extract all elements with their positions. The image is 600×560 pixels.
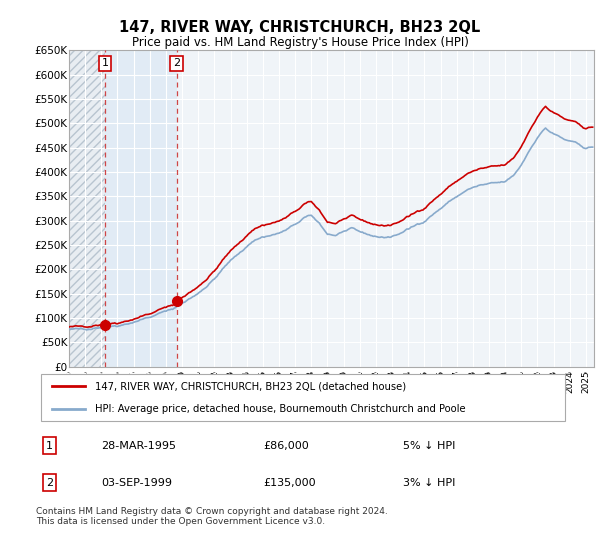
Text: 2020: 2020 xyxy=(500,370,509,393)
Text: 2021: 2021 xyxy=(517,370,526,393)
Text: 2016: 2016 xyxy=(436,370,445,393)
Bar xyxy=(69,50,105,367)
Text: 2010: 2010 xyxy=(339,370,348,393)
Text: 2007: 2007 xyxy=(290,370,299,393)
Text: Price paid vs. HM Land Registry's House Price Index (HPI): Price paid vs. HM Land Registry's House … xyxy=(131,36,469,49)
Text: 5% ↓ HPI: 5% ↓ HPI xyxy=(403,441,455,451)
Text: £86,000: £86,000 xyxy=(263,441,308,451)
Text: 2013: 2013 xyxy=(388,370,397,393)
Text: 1996: 1996 xyxy=(113,370,122,393)
Text: 1995: 1995 xyxy=(97,370,106,393)
Text: 03-SEP-1999: 03-SEP-1999 xyxy=(101,478,172,488)
Text: 2023: 2023 xyxy=(549,370,558,393)
FancyBboxPatch shape xyxy=(41,375,565,421)
Text: 2009: 2009 xyxy=(323,370,332,393)
Text: 1993: 1993 xyxy=(64,370,73,393)
Text: 2015: 2015 xyxy=(420,370,429,393)
Text: 28-MAR-1995: 28-MAR-1995 xyxy=(101,441,176,451)
Text: 1997: 1997 xyxy=(129,370,138,393)
Text: 2011: 2011 xyxy=(355,370,364,393)
Text: 2: 2 xyxy=(46,478,53,488)
Text: 2017: 2017 xyxy=(452,370,461,393)
Text: 2022: 2022 xyxy=(533,370,542,393)
Text: 2000: 2000 xyxy=(178,370,187,393)
Text: 147, RIVER WAY, CHRISTCHURCH, BH23 2QL (detached house): 147, RIVER WAY, CHRISTCHURCH, BH23 2QL (… xyxy=(95,381,407,391)
Text: 1994: 1994 xyxy=(80,370,89,393)
Text: 2004: 2004 xyxy=(242,370,251,393)
Text: 147, RIVER WAY, CHRISTCHURCH, BH23 2QL: 147, RIVER WAY, CHRISTCHURCH, BH23 2QL xyxy=(119,20,481,35)
Text: 2008: 2008 xyxy=(307,370,316,393)
Text: 1999: 1999 xyxy=(161,370,170,393)
Text: 2: 2 xyxy=(173,58,181,68)
Text: Contains HM Land Registry data © Crown copyright and database right 2024.
This d: Contains HM Land Registry data © Crown c… xyxy=(36,507,388,526)
Text: 1: 1 xyxy=(46,441,53,451)
Text: 2001: 2001 xyxy=(194,370,203,393)
Text: 2019: 2019 xyxy=(484,370,493,393)
Text: 2002: 2002 xyxy=(210,370,219,393)
Text: 2005: 2005 xyxy=(259,370,268,393)
Text: 2025: 2025 xyxy=(581,370,590,393)
Text: 2006: 2006 xyxy=(274,370,283,393)
Text: 2012: 2012 xyxy=(371,370,380,393)
Text: 2024: 2024 xyxy=(565,370,574,393)
Text: 1998: 1998 xyxy=(145,370,154,393)
Text: 2003: 2003 xyxy=(226,370,235,393)
Text: 2014: 2014 xyxy=(404,370,413,393)
Text: 3% ↓ HPI: 3% ↓ HPI xyxy=(403,478,455,488)
Text: 2018: 2018 xyxy=(469,370,478,393)
Text: £135,000: £135,000 xyxy=(263,478,316,488)
Text: 1: 1 xyxy=(101,58,109,68)
Bar xyxy=(105,50,177,367)
Text: HPI: Average price, detached house, Bournemouth Christchurch and Poole: HPI: Average price, detached house, Bour… xyxy=(95,404,466,414)
